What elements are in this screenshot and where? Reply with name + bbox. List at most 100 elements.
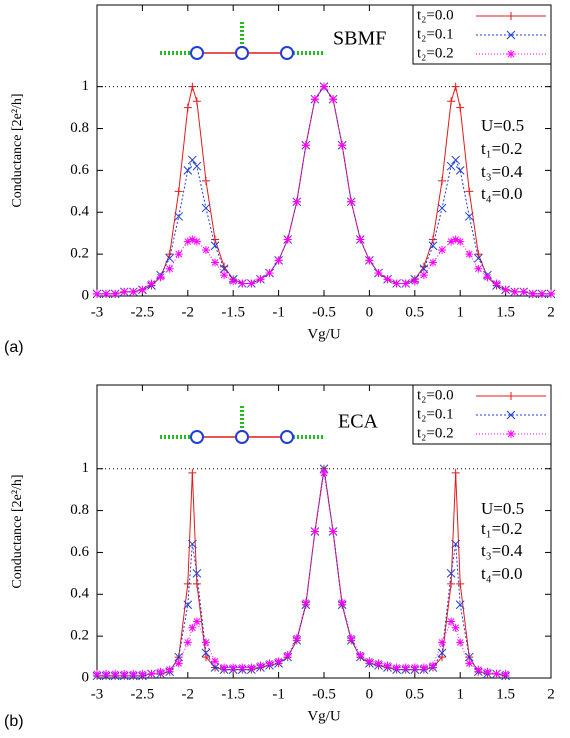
- annotation: U=0.5: [481, 499, 524, 518]
- chart-title: SBMF: [333, 28, 386, 50]
- x-tick-label: 0: [366, 686, 374, 702]
- data-point: [283, 235, 292, 244]
- x-axis-label: Vg/U: [307, 326, 341, 342]
- data-point: [374, 659, 383, 668]
- data-point: [456, 103, 465, 112]
- data-point: [519, 287, 528, 296]
- data-point: [201, 245, 210, 254]
- lattice-diagram-b: [160, 406, 325, 444]
- data-point: [174, 652, 184, 662]
- y-tick-label: 0.6: [70, 544, 89, 560]
- x-tick-label: -1: [272, 304, 285, 320]
- data-point: [192, 569, 202, 578]
- data-point: [465, 187, 474, 196]
- legend-marker: [507, 12, 515, 20]
- data-point: [455, 600, 465, 610]
- data-point: [437, 203, 447, 213]
- data-point: [274, 256, 283, 265]
- data-point: [165, 264, 174, 273]
- y-tick-label: 0.2: [70, 246, 89, 262]
- data-point: [474, 250, 483, 259]
- data-point: [120, 669, 129, 678]
- data-point: [483, 273, 492, 282]
- data-point: [220, 271, 229, 280]
- data-point: [93, 289, 101, 298]
- x-tick-label: 1.5: [496, 304, 515, 320]
- legend-label: t₂=0.1: [417, 406, 454, 422]
- data-point: [410, 663, 419, 672]
- y-tick-label: 0: [82, 669, 90, 685]
- data-point: [165, 250, 174, 259]
- data-point: [210, 241, 220, 251]
- data-point: [438, 638, 447, 647]
- x-tick-label: 1: [456, 304, 464, 320]
- data-point: [446, 161, 456, 171]
- y-tick-label: 0: [82, 287, 90, 303]
- data-point: [437, 648, 447, 658]
- data-point: [183, 103, 192, 112]
- x-tick-label: -1.5: [221, 304, 245, 320]
- legend-marker: [507, 430, 515, 438]
- data-point: [492, 279, 501, 288]
- data-point: [455, 166, 465, 175]
- data-point: [211, 235, 220, 244]
- data-point: [465, 250, 474, 259]
- x-tick-label: 0.5: [405, 686, 424, 702]
- data-point: [174, 187, 183, 196]
- y-tick-label: 0.2: [70, 628, 89, 644]
- data-point: [219, 264, 229, 274]
- data-point: [464, 652, 474, 662]
- x-tick-label: -0.5: [312, 304, 336, 320]
- data-point: [129, 669, 138, 678]
- data-point: [211, 258, 220, 267]
- annotation: t₃=0.4: [481, 162, 523, 181]
- data-point: [356, 650, 365, 659]
- chart: 0 0.2 0.4 0.6 0.8 1 -3 -2.5 -2 -1.5 -1 -0.5 0 0.5 1 1.5…: [4, 384, 555, 730]
- data-point: [451, 468, 460, 477]
- data-point: [210, 663, 220, 672]
- data-point: [187, 155, 197, 165]
- y-tick-label: 0.8: [70, 502, 89, 518]
- data-point: [464, 212, 474, 221]
- data-point: [365, 657, 374, 666]
- x-tick-label: 0.5: [405, 304, 424, 320]
- x-tick-label: -2.5: [131, 304, 155, 320]
- data-point: [147, 669, 156, 678]
- data-point: [111, 289, 120, 298]
- y-tick-label: 1: [82, 78, 90, 94]
- data-point: [201, 203, 211, 213]
- data-point: [465, 659, 474, 668]
- data-point: [187, 539, 197, 549]
- data-point: [447, 617, 456, 626]
- data-point: [547, 289, 555, 298]
- data-point: [247, 279, 256, 288]
- data-point: [188, 235, 197, 244]
- data-point: [211, 657, 220, 666]
- legend-marker: [507, 392, 515, 400]
- data-point: [256, 661, 265, 670]
- data-point: [301, 141, 310, 150]
- legend-marker: [507, 50, 515, 58]
- data-point: [451, 235, 460, 244]
- panel-label: (a): [4, 339, 24, 356]
- y-tick-label: 1: [82, 460, 90, 476]
- data-point: [147, 279, 156, 288]
- annotation: t₄=0.0: [481, 564, 523, 583]
- data-point: [292, 634, 301, 643]
- data-point: [474, 264, 483, 273]
- legend-label: t₂=0.0: [417, 7, 454, 23]
- annotation: t₃=0.4: [481, 541, 523, 560]
- data-point: [192, 161, 202, 171]
- data-point: [451, 155, 461, 165]
- data-point: [138, 285, 147, 294]
- data-point: [401, 279, 410, 288]
- data-point: [102, 289, 111, 298]
- data-point: [292, 197, 301, 206]
- data-point: [156, 273, 165, 282]
- data-point: [438, 176, 447, 185]
- x-tick-label: 1: [456, 686, 464, 702]
- data-point: [319, 464, 329, 474]
- data-point: [265, 268, 274, 277]
- data-point: [320, 468, 328, 477]
- data-point: [174, 659, 183, 668]
